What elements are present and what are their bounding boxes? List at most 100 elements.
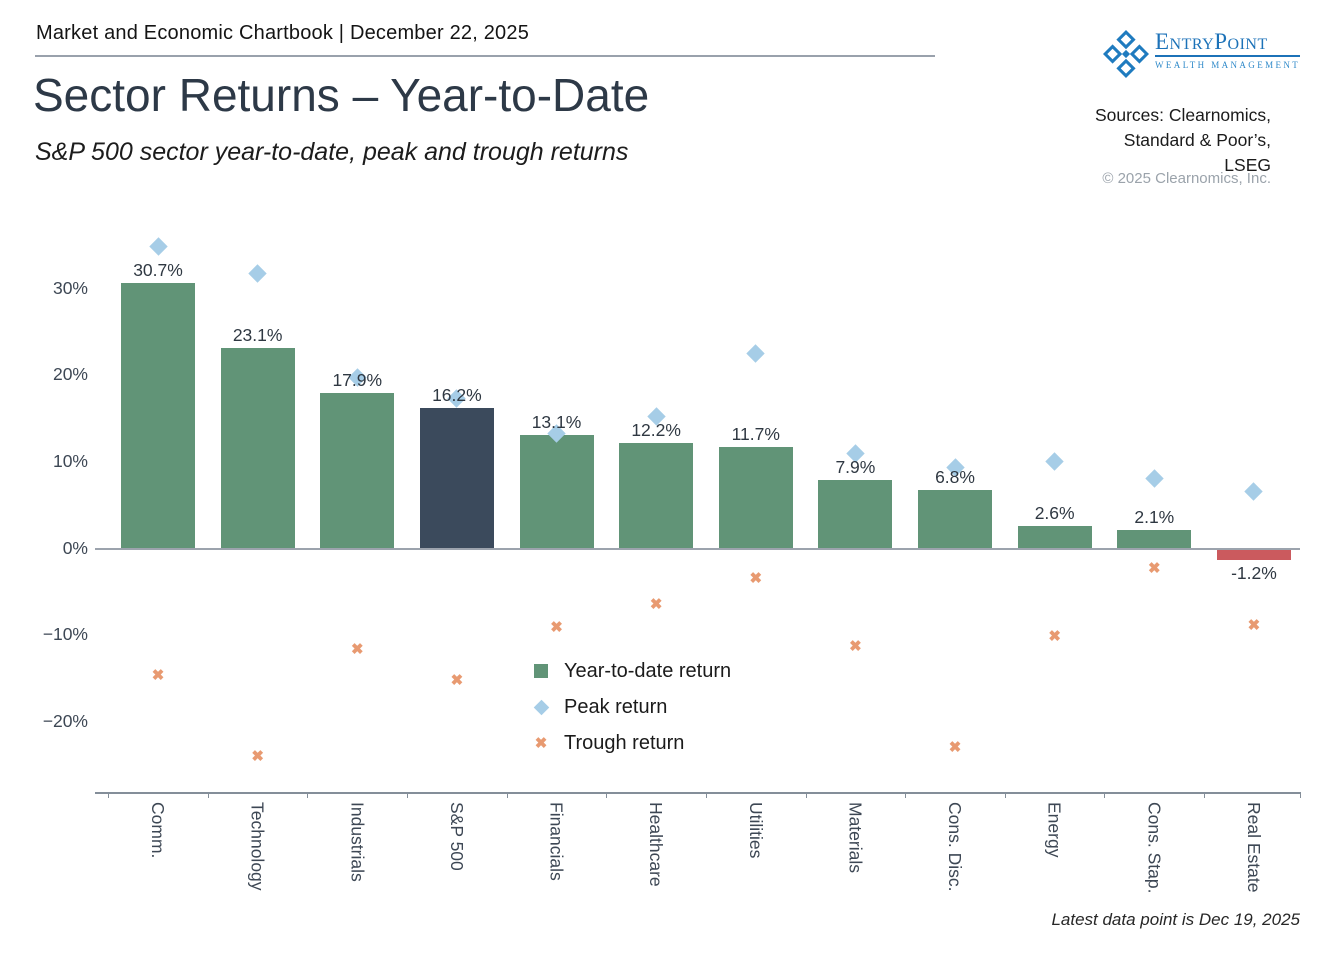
bar (419, 408, 494, 549)
x-axis-line (95, 792, 1300, 794)
logo-diamonds-icon (1102, 30, 1150, 83)
trough-x-icon: ✖ (450, 671, 464, 689)
sources-line: Standard & Poor’s, (1123, 130, 1271, 150)
x-axis-category-label: Materials (845, 802, 866, 873)
bar (818, 480, 893, 549)
x-axis-category-label: S&P 500 (446, 802, 467, 871)
x-axis-tick (307, 792, 309, 798)
entrypoint-logo: EntryPoint Wealth Management (1102, 30, 1301, 83)
bar-value-label: 2.6% (1034, 502, 1075, 523)
trough-x-icon: ✖ (1247, 616, 1261, 634)
logo-tagline: Wealth Management (1155, 60, 1301, 70)
peak-diamond-icon (248, 264, 267, 284)
bar (918, 489, 993, 549)
bar-value-label: 13.1% (531, 412, 582, 433)
peak-diamond-icon (1145, 469, 1164, 488)
x-axis-tick (407, 792, 409, 798)
y-axis-tick-label: −20% (42, 710, 88, 731)
bar (519, 435, 594, 549)
x-axis-category-label: Energy (1044, 802, 1065, 858)
logo-name: EntryPoint (1155, 30, 1301, 57)
peak-diamond-icon (1045, 451, 1064, 471)
bar-value-label: 30.7% (133, 259, 183, 280)
x-axis-tick (1104, 792, 1106, 798)
x-axis-tick (805, 792, 807, 798)
peak-diamond-icon (1244, 482, 1264, 501)
x-axis-tick (207, 792, 209, 798)
bar (718, 447, 793, 549)
trough-x-icon: ✖ (1148, 560, 1161, 578)
x-axis-tick (1300, 792, 1301, 798)
bar (121, 282, 195, 549)
y-axis-tick-label: 20% (52, 364, 88, 385)
x-axis-tick (108, 792, 110, 798)
trough-x-icon: ✖ (849, 638, 862, 656)
x-axis-tick (606, 792, 608, 798)
latest-data-footnote: Latest data point is Dec 19, 2025 (1051, 910, 1300, 929)
x-axis-category-label: Cons. Stap. (1144, 802, 1165, 894)
x-axis-tick (1004, 792, 1006, 798)
bar (320, 393, 395, 549)
x-axis-category-label: Cons. Disc. (945, 802, 966, 892)
y-axis-tick-label: 0% (62, 537, 88, 558)
bar-value-label: 12.2% (631, 419, 681, 440)
chartbook-header: Market and Economic Chartbook | December… (36, 22, 530, 44)
legend-label: Peak return (564, 695, 668, 718)
trough-x-icon: ✖ (948, 738, 962, 756)
orange-x-icon: ✖ (534, 734, 548, 752)
x-axis-category-label: Comm. (148, 802, 168, 859)
trough-x-icon: ✖ (550, 619, 563, 637)
y-axis-tick-label: 30% (52, 277, 88, 298)
trough-x-icon: ✖ (350, 640, 364, 658)
peak-diamond-icon (148, 237, 168, 256)
sources-line: Sources: Clearnomics, (1094, 105, 1271, 125)
bar-value-label: -1.2% (1231, 562, 1277, 583)
sources-line: LSEG (1224, 155, 1271, 175)
x-axis-category-label: Utilities (745, 802, 766, 859)
chart-subtitle: S&P 500 sector year-to-date, peak and tr… (35, 138, 629, 166)
chart-legend: Year-to-date return Peak return ✖ Trough… (533, 653, 731, 761)
bar-value-label: 11.7% (731, 424, 780, 445)
bar-value-label: 7.9% (835, 457, 876, 478)
sources-text: Sources: Clearnomics, Standard & Poor’s,… (1095, 103, 1271, 178)
trough-x-icon: ✖ (649, 595, 663, 613)
x-axis-tick (506, 792, 508, 798)
x-axis-category-label: Technology (247, 802, 268, 891)
bar (1017, 525, 1092, 549)
x-axis-category-label: Financials (546, 802, 567, 881)
legend-label: Year-to-date return (564, 659, 732, 682)
legend-item-ytd: Year-to-date return (533, 653, 731, 689)
copyright-text: © 2025 Clearnomics, Inc. (1102, 170, 1271, 187)
zero-gridline (95, 547, 1300, 550)
trough-x-icon: ✖ (251, 748, 264, 766)
y-axis-tick-label: 10% (52, 450, 88, 471)
bar-value-label: 23.1% (232, 325, 283, 346)
x-axis-tick (1204, 792, 1206, 798)
x-axis-category-label: Healthcare (646, 802, 667, 887)
bar-value-label: 6.8% (935, 466, 975, 487)
bar (619, 442, 694, 549)
trough-x-icon: ✖ (749, 569, 763, 587)
bar-value-label: 17.9% (332, 370, 383, 391)
legend-label: Trough return (564, 731, 685, 754)
legend-item-trough: ✖ Trough return (533, 725, 731, 761)
trough-x-icon: ✖ (151, 666, 165, 684)
peak-diamond-icon (746, 344, 765, 363)
bar (1216, 549, 1291, 560)
header-divider (35, 55, 935, 57)
x-axis-tick (705, 792, 707, 798)
blue-diamond-icon (533, 699, 549, 715)
page-title: Sector Returns – Year-to-Date (33, 69, 650, 121)
green-square-icon (534, 664, 548, 678)
bar-value-label: 16.2% (432, 385, 482, 406)
legend-item-peak: Peak return (533, 689, 731, 725)
trough-x-icon: ✖ (1048, 627, 1061, 645)
bar (1117, 530, 1192, 549)
x-axis-tick (905, 792, 907, 798)
y-axis-tick-label: −10% (42, 624, 88, 645)
x-axis-category-label: Real Estate (1243, 802, 1264, 893)
x-axis-category-label: Industrials (347, 802, 368, 882)
bar-value-label: 2.1% (1134, 507, 1175, 528)
